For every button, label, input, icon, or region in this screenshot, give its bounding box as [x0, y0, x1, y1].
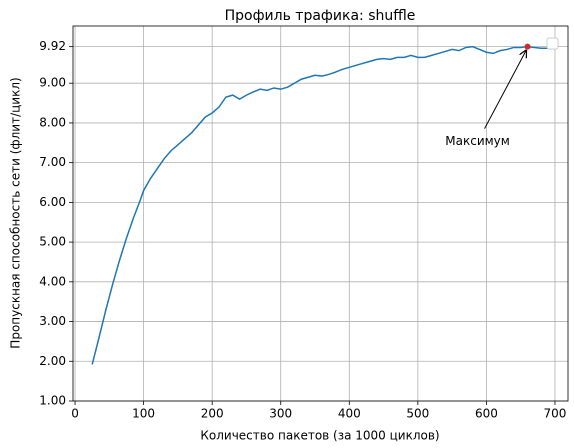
y-tick-label: 1.00: [39, 394, 66, 408]
x-axis-label: Количество пакетов (за 1000 циклов): [200, 429, 439, 443]
y-tick-label: 9.92: [39, 39, 66, 53]
y-tick-label: 3.00: [39, 314, 66, 328]
x-tick-label: 600: [475, 407, 498, 421]
annotation-arrow: [484, 50, 527, 129]
y-axis-label: Пропускная способность сети (флит/цикл): [9, 77, 23, 348]
y-tick-label: 8.00: [39, 115, 66, 129]
y-tick-label: 9.00: [39, 76, 66, 90]
data-line: [91, 45, 549, 365]
y-tick-label: 5.00: [39, 235, 66, 249]
chart-title: Профиль трафика: shuffle: [225, 8, 416, 24]
x-tick-label: 400: [338, 407, 361, 421]
y-tick-label: 4.00: [39, 274, 66, 288]
y-tick-label: 2.00: [39, 354, 66, 368]
plot-frame: [72, 25, 569, 402]
x-tick-label: 500: [406, 407, 429, 421]
x-tick-label: 700: [544, 407, 567, 421]
y-tick-label: 7.00: [39, 155, 66, 169]
y-tick-label: 6.00: [39, 195, 66, 209]
legend-box: [546, 37, 559, 50]
x-tick-label: 0: [71, 407, 79, 421]
x-tick-label: 300: [269, 407, 292, 421]
x-tick-label: 200: [201, 407, 224, 421]
max-marker: [524, 43, 531, 50]
x-tick-label: 100: [132, 407, 155, 421]
annotation: Максимум: [445, 134, 510, 148]
